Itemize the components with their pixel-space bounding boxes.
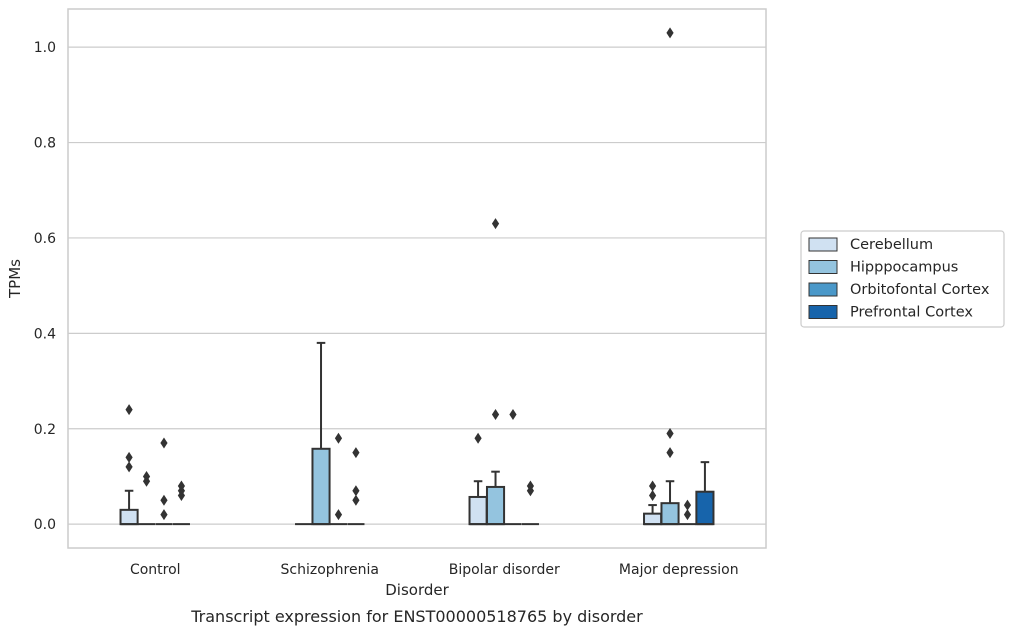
- box-0-2: [155, 437, 173, 526]
- legend-label: Prefrontal Cortex: [850, 305, 973, 321]
- x-tick-label: Bipolar disorder: [449, 562, 560, 578]
- outlier-point: [491, 218, 500, 230]
- outlier-point: [352, 447, 360, 459]
- legend-swatch: [808, 237, 838, 252]
- y-tick-label: 1.0: [34, 40, 56, 56]
- outlier-point: [142, 470, 151, 482]
- box-body: [485, 485, 506, 526]
- box-body: [468, 495, 488, 526]
- outlier-point: [683, 499, 692, 511]
- outlier-point: [177, 480, 186, 492]
- outlier-point: [648, 490, 657, 502]
- y-tick-label: 0.8: [34, 136, 56, 152]
- y-axis-label: TPMs: [6, 259, 24, 299]
- x-axis-ticks: Control Schizophrenia Bipolar disorder Majo…: [130, 562, 739, 578]
- outlier-point: [125, 461, 133, 473]
- outlier-point: [160, 494, 168, 506]
- outlier-point: [474, 432, 482, 444]
- box-3-2: [678, 499, 697, 526]
- outlier-point: [666, 447, 674, 459]
- outlier-point: [125, 404, 133, 416]
- box-3-0: [643, 480, 663, 526]
- outlier-point: [352, 494, 360, 506]
- y-axis-ticks: 0.0 0.2 0.4 0.6 0.8 1.0: [34, 40, 56, 533]
- x-tick-label: Major depression: [619, 562, 739, 578]
- box-0-3: [172, 480, 190, 526]
- box-3-1: [660, 27, 680, 526]
- legend-swatch: [808, 282, 838, 297]
- box-body: [119, 508, 139, 526]
- outlier-point: [683, 509, 692, 521]
- x-axis-label: Disorder: [385, 581, 449, 599]
- y-tick-label: 0.6: [34, 231, 56, 247]
- box-1-3: [347, 447, 365, 526]
- x-tick-label: Schizophrenia: [281, 562, 379, 578]
- outlier-point: [334, 509, 343, 521]
- outlier-point: [666, 27, 674, 39]
- plot-frame: [67, 8, 767, 549]
- box-body: [643, 512, 663, 526]
- box-2-1: [485, 218, 506, 526]
- outlier-point: [160, 509, 168, 521]
- outlier-point: [509, 408, 517, 420]
- box-body: [695, 490, 715, 526]
- legend-swatch: [808, 260, 838, 274]
- outlier-point: [125, 451, 133, 463]
- box-1-1: [311, 341, 331, 526]
- box-0-0: [119, 404, 139, 526]
- outlier-point: [666, 428, 674, 440]
- legend: Cerebellum Hipppocampus Orbitofontal Corte…: [800, 230, 1005, 328]
- chart-caption: Transcript expression for ENST0000051876…: [190, 607, 643, 626]
- legend-box: [800, 230, 1005, 328]
- box-body: [660, 502, 680, 526]
- grid: [68, 46, 766, 525]
- box-2-0: [468, 432, 488, 526]
- y-tick-label: 0.0: [34, 517, 56, 533]
- box-0-1: [137, 470, 156, 526]
- x-tick-label: Control: [130, 562, 181, 578]
- box-2-2: [504, 408, 522, 526]
- box-1-2: [329, 432, 348, 526]
- outlier-point: [648, 480, 657, 492]
- outlier-point: [334, 432, 343, 444]
- box-2-3: [521, 480, 539, 526]
- y-tick-label: 0.4: [34, 326, 56, 342]
- outlier-point: [491, 408, 500, 420]
- plot-area: [119, 27, 715, 526]
- legend-swatch: [808, 305, 838, 319]
- box-3-3: [695, 461, 715, 526]
- y-tick-label: 0.2: [34, 422, 56, 438]
- outlier-point: [352, 485, 360, 497]
- outlier-point: [526, 480, 535, 492]
- legend-label: Cerebellum: [850, 237, 933, 253]
- box-body: [311, 447, 331, 526]
- outlier-point: [160, 437, 168, 449]
- legend-label: Orbitofontal Cortex: [850, 282, 990, 298]
- legend-label: Hipppocampus: [850, 260, 958, 276]
